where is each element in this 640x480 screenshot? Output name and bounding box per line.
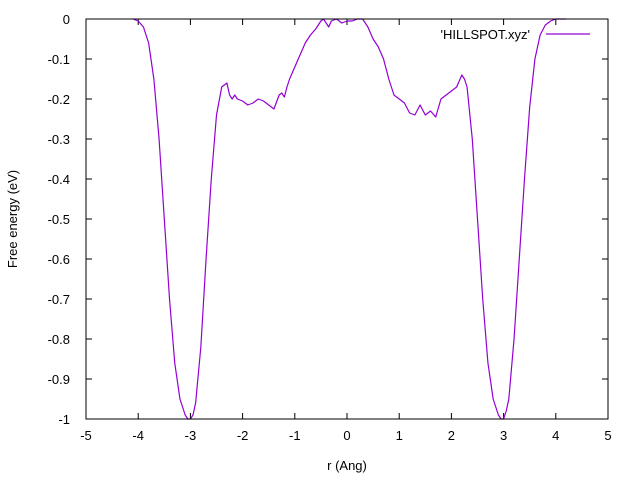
x-tick-label: 2 bbox=[448, 428, 455, 443]
series-line bbox=[132, 18, 567, 420]
y-tick-label: -0.7 bbox=[48, 292, 70, 307]
x-tick-label: -3 bbox=[185, 428, 197, 443]
legend-label: 'HILLSPOT.xyz' bbox=[441, 27, 531, 42]
x-tick-label: -2 bbox=[237, 428, 249, 443]
y-tick-label: -0.2 bbox=[48, 92, 70, 107]
x-tick-label: 5 bbox=[604, 428, 611, 443]
x-tick-label: 4 bbox=[552, 428, 559, 443]
plot-area bbox=[132, 18, 567, 420]
y-axis-label: Free energy (eV) bbox=[5, 170, 20, 268]
y-tick-label: -0.8 bbox=[48, 332, 70, 347]
y-tick-label: -0.3 bbox=[48, 132, 70, 147]
legend: 'HILLSPOT.xyz' bbox=[441, 27, 590, 42]
y-tick-label: -1 bbox=[58, 412, 70, 427]
plot-frame bbox=[85, 18, 609, 420]
x-tick-label: 3 bbox=[500, 428, 507, 443]
x-axis-label: r (Ang) bbox=[327, 458, 367, 473]
y-tick-label: -0.1 bbox=[48, 52, 70, 67]
x-tick-label: -4 bbox=[132, 428, 144, 443]
x-tick-label: 0 bbox=[343, 428, 350, 443]
y-tick-label: -0.6 bbox=[48, 252, 70, 267]
tick-labels-layer: -5 -4 -3 -2 -1 0 1 2 3 4 5 0 -0.1 -0.2 -0.3 -0.4 -0.5 -0.… bbox=[48, 12, 612, 443]
y-tick-label: 0 bbox=[63, 12, 70, 27]
y-tick-label: -0.9 bbox=[48, 372, 70, 387]
y-tick-label: -0.5 bbox=[48, 212, 70, 227]
x-tick-label: 1 bbox=[396, 428, 403, 443]
x-tick-label: -1 bbox=[289, 428, 301, 443]
y-tick-label: -0.4 bbox=[48, 172, 70, 187]
x-tick-label: -5 bbox=[80, 428, 92, 443]
